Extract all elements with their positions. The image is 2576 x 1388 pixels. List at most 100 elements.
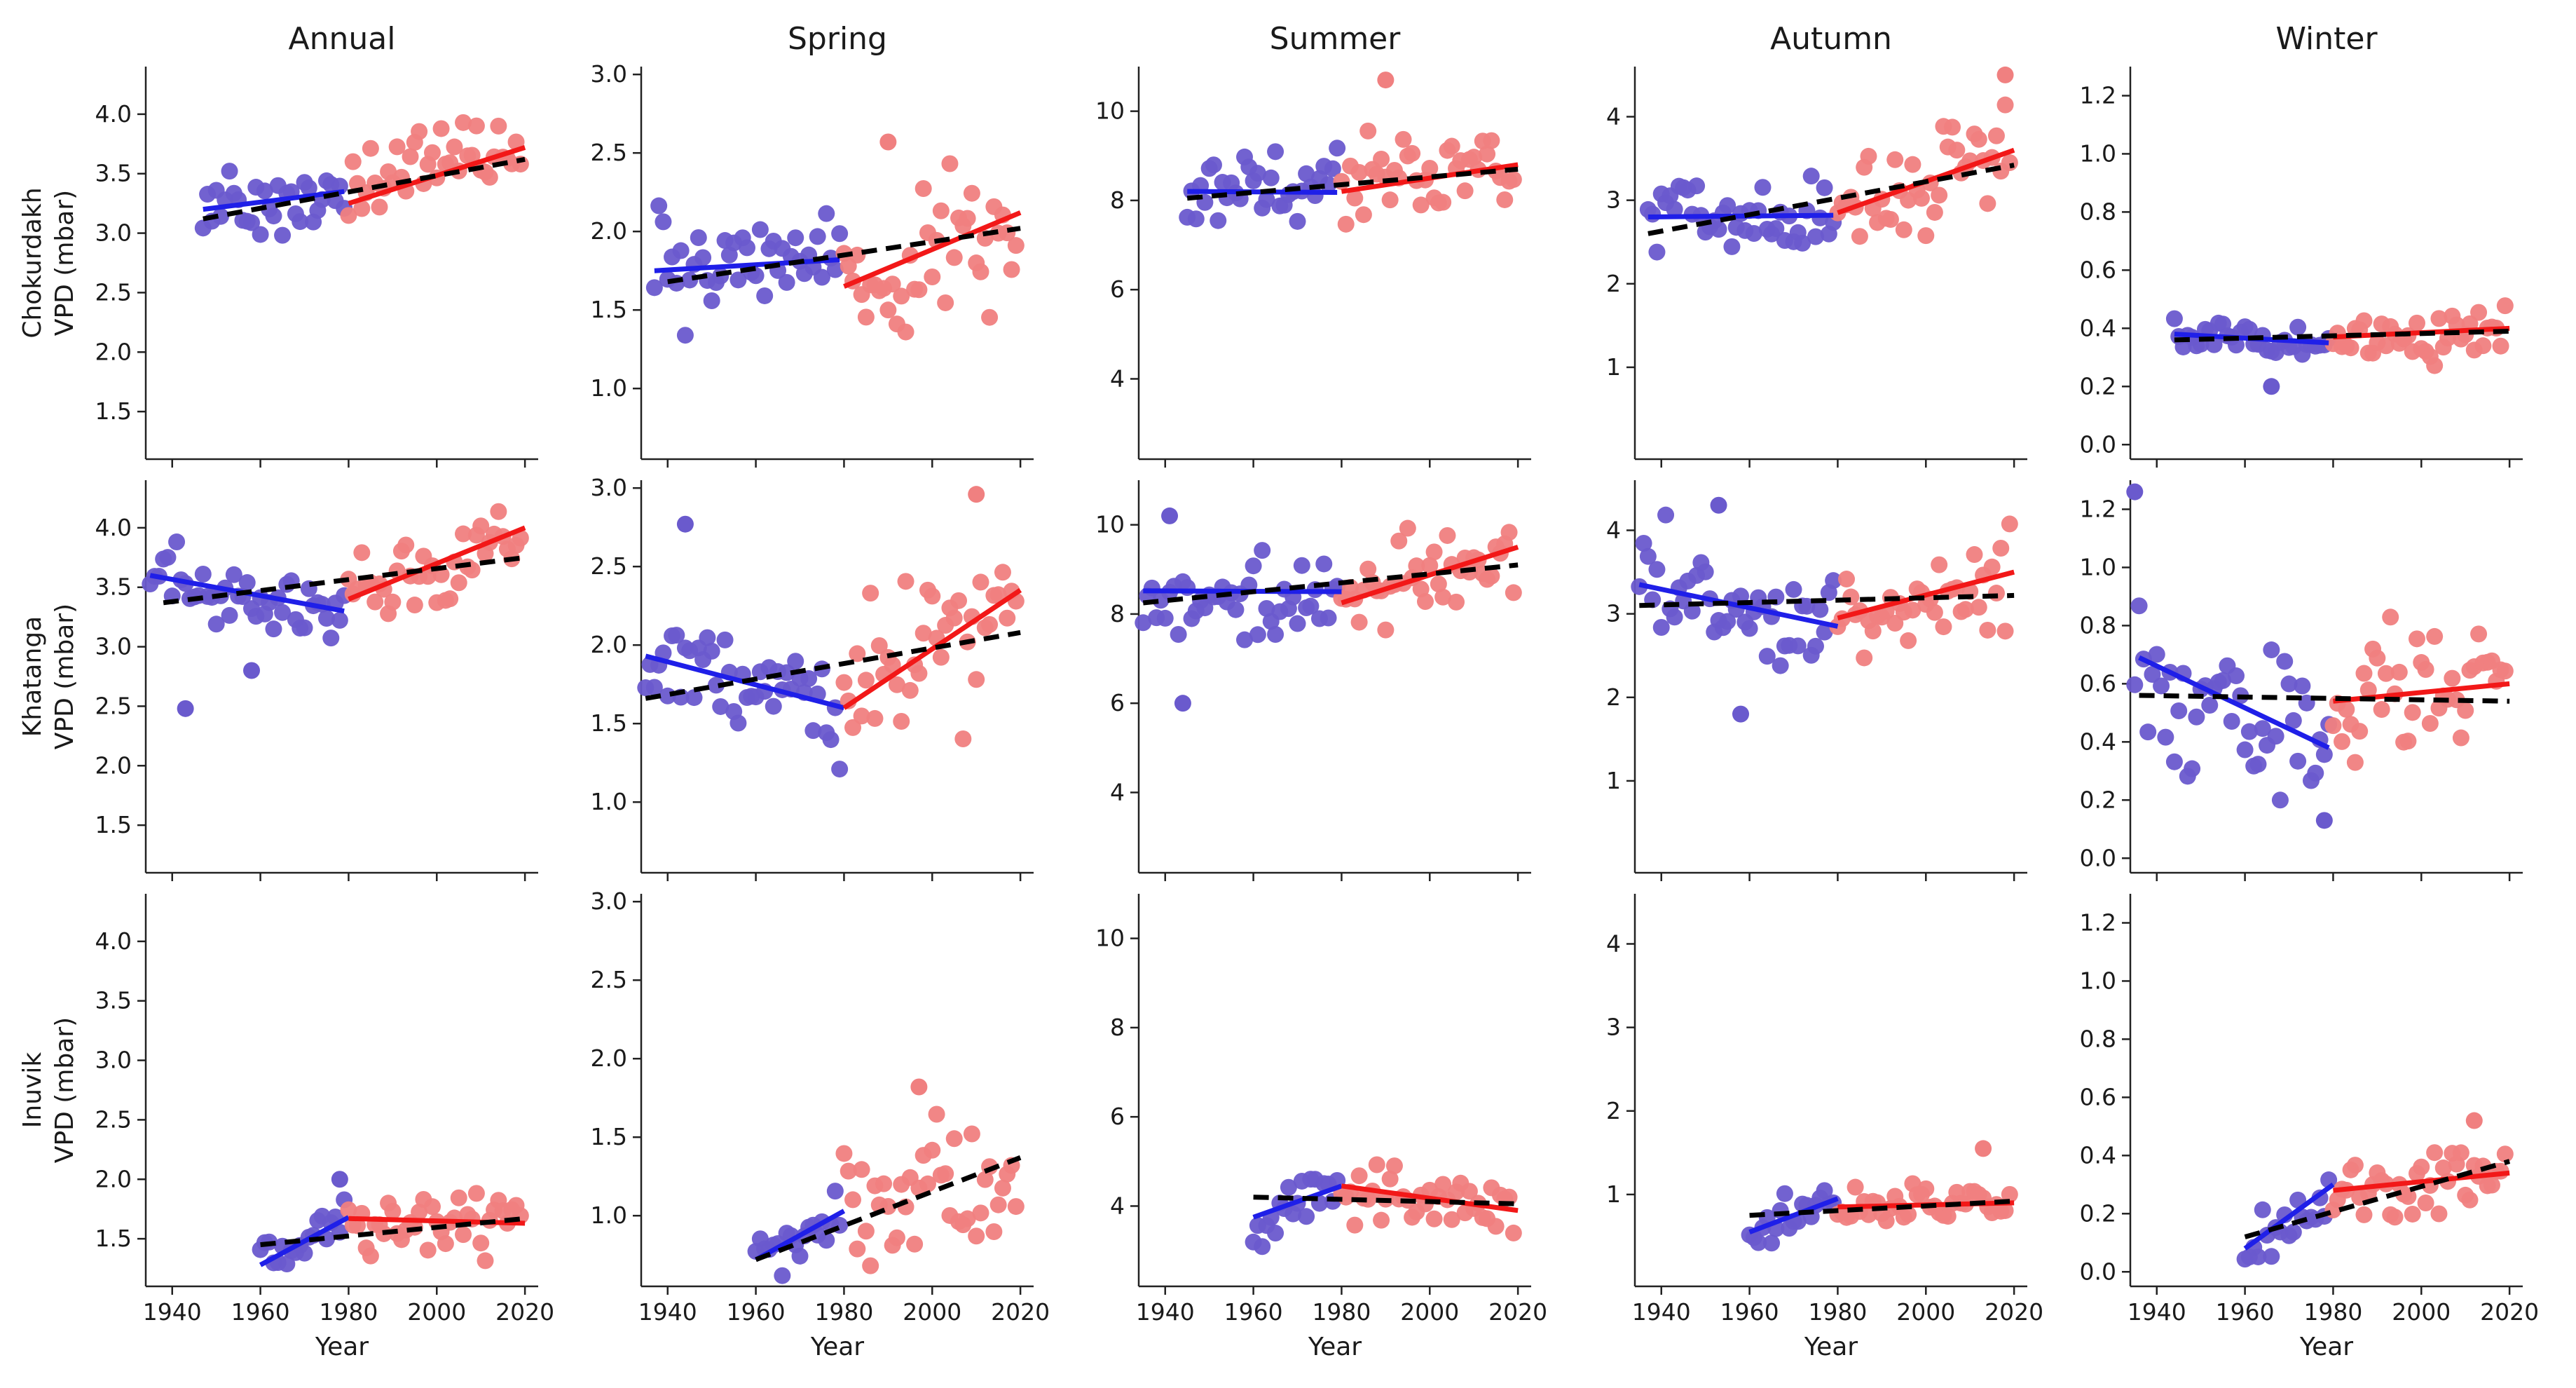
point-late: [981, 308, 999, 326]
column-title-annual: Annual: [289, 21, 396, 57]
point-early: [1161, 507, 1179, 524]
point-late: [985, 1223, 1003, 1240]
trend-line-early: [1748, 1196, 1839, 1234]
point-late: [366, 593, 384, 611]
point-late: [340, 1201, 357, 1218]
point-early: [265, 207, 282, 225]
y-tick-label: 10: [1095, 97, 1125, 125]
x-axis-label: Year: [1804, 1333, 1858, 1361]
point-late: [2334, 733, 2351, 750]
point-early: [1732, 705, 1750, 723]
point-late: [1399, 519, 1416, 537]
y-tick-label: 1.2: [2080, 81, 2116, 109]
x-axis-label: Year: [2299, 1333, 2353, 1361]
y-tick-label: 4.0: [95, 514, 132, 541]
trend-line-late: [2333, 1170, 2510, 1193]
point-early: [1652, 619, 1670, 637]
x-tick-label: 2020: [1488, 1298, 1547, 1326]
point-late: [2417, 661, 2434, 679]
point-late: [941, 155, 959, 172]
y-tick-label: 6: [1110, 275, 1125, 303]
trend-line-late: [1341, 162, 1519, 194]
y-tick-label: 2.5: [95, 278, 132, 306]
point-late: [1483, 132, 1500, 149]
point-early: [809, 228, 826, 245]
point-early: [1306, 186, 1324, 204]
trend-line-early: [654, 257, 840, 273]
x-tick-label: 1960: [2216, 1298, 2275, 1326]
y-tick-label: 0.4: [2080, 728, 2116, 755]
y-tick-label: 2.0: [95, 751, 132, 779]
point-late: [1456, 182, 1474, 200]
point-late: [362, 1247, 379, 1265]
point-late: [1479, 145, 1496, 163]
y-tick-label: 6: [1110, 689, 1125, 716]
point-late: [884, 656, 901, 674]
point-late: [999, 609, 1016, 627]
point-late: [1948, 142, 1966, 159]
point-late: [1346, 189, 1364, 207]
point-late: [353, 200, 371, 217]
point-early: [212, 207, 229, 225]
point-early: [194, 566, 212, 583]
point-early: [1723, 238, 1741, 255]
y-axis-label-inuvik-unit: VPD (mbar): [50, 1017, 79, 1163]
point-early: [1289, 615, 1306, 632]
y-tick-label: 3.0: [591, 887, 627, 915]
y-tick-label: 3.5: [95, 573, 132, 601]
point-early: [699, 629, 716, 646]
point-late: [450, 574, 467, 592]
panel-chokurdakh-spring: 1.0 1.5 2.0 2.5 3.0: [591, 60, 1034, 468]
point-late: [950, 592, 968, 609]
y-tick-label: 1.5: [591, 709, 627, 737]
point-early: [168, 533, 186, 551]
point-late: [893, 713, 910, 730]
point-early: [2280, 675, 2298, 693]
point-late: [1944, 118, 1961, 136]
y-tick-label: 1.0: [2080, 967, 2116, 994]
point-early: [331, 611, 348, 629]
point-early: [2130, 597, 2148, 615]
point-late: [945, 1130, 963, 1148]
y-tick-label: 0.8: [2080, 611, 2116, 639]
point-late: [994, 564, 1011, 581]
point-late: [402, 148, 419, 165]
trend-line-early: [203, 189, 345, 212]
point-late: [1838, 571, 1856, 588]
point-late: [1500, 524, 1518, 541]
point-early: [1254, 1238, 1271, 1256]
point-early: [1802, 168, 1820, 185]
point-late: [2474, 1157, 2492, 1175]
point-late: [1007, 1198, 1025, 1216]
trend-line-late: [348, 1216, 526, 1226]
x-tick-label: 1960: [231, 1298, 290, 1326]
point-late: [1996, 1202, 2014, 1219]
panel-inuvik-winter: 0.0 0.2 0.4 0.6 0.8 1.0 1.2 1940 1960 1980 2000 202…: [2080, 894, 2539, 1361]
point-late: [2404, 704, 2421, 721]
point-early: [317, 1230, 335, 1248]
point-early: [2157, 728, 2174, 746]
point-early: [804, 722, 822, 740]
point-late: [963, 184, 980, 202]
point-early: [1293, 557, 1310, 574]
point-early: [1683, 602, 1701, 620]
y-axis-label-khatanga-unit: VPD (mbar): [50, 604, 79, 749]
point-early: [703, 642, 720, 660]
point-early: [2214, 672, 2232, 689]
point-early: [751, 221, 769, 238]
panel-khatanga-spring: 1.0 1.5 2.0 2.5 3.0: [591, 474, 1034, 881]
point-late: [888, 676, 905, 693]
y-axis-label-inuvik-station: Inuvik: [18, 1052, 47, 1129]
point-late: [914, 179, 932, 197]
y-tick-label: 1.0: [591, 788, 627, 815]
y-tick-label: 2: [1606, 270, 1621, 297]
y-tick-label: 2.5: [95, 692, 132, 719]
trend-line-full: [203, 156, 526, 222]
panel-chokurdakh-autumn: 1 2 3 4: [1606, 66, 2027, 468]
point-late: [945, 249, 963, 266]
y-tick-label: 2.5: [95, 1105, 132, 1133]
panel-khatanga-winter: 0.0 0.2 0.4 0.6 0.8 1.0 1.2: [2080, 480, 2523, 881]
point-early: [747, 267, 765, 285]
x-tick-label: 1940: [143, 1298, 202, 1326]
point-early: [1794, 234, 1811, 252]
